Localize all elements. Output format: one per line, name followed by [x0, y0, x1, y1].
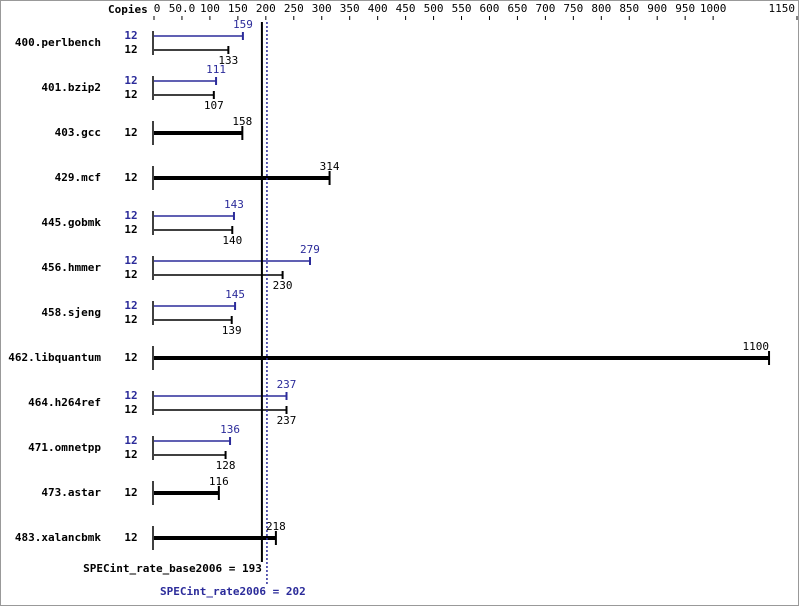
x-tick-label: 250	[284, 2, 304, 15]
copies: 12	[124, 88, 137, 101]
x-tick-label: 1000	[700, 2, 727, 15]
value-label: 145	[225, 288, 245, 301]
value-label: 140	[222, 234, 242, 247]
x-tick-label: 600	[480, 2, 500, 15]
benchmark-name: 471.omnetpp	[28, 441, 101, 454]
copies: 12	[124, 74, 137, 87]
copies: 12	[124, 29, 137, 42]
copies: 12	[124, 43, 137, 56]
base-label: SPECint_rate_base2006 = 193	[83, 562, 262, 575]
copies: 12	[124, 254, 137, 267]
value-label: 133	[218, 54, 238, 67]
copies: 12	[124, 126, 137, 139]
x-tick-label: 200	[256, 2, 276, 15]
x-tick-label: 300	[312, 2, 332, 15]
benchmark-name: 458.sjeng	[41, 306, 101, 319]
x-tick-label: 750	[563, 2, 583, 15]
benchmark-name: 483.xalancbmk	[15, 531, 101, 544]
copies: 12	[124, 389, 137, 402]
x-tick-label: 800	[591, 2, 611, 15]
x-tick-label: 500	[424, 2, 444, 15]
value-label: 230	[273, 279, 293, 292]
value-label: 111	[206, 63, 226, 76]
benchmark-name: 400.perlbench	[15, 36, 101, 49]
x-tick-label: 100	[200, 2, 220, 15]
value-label: 1100	[743, 340, 770, 353]
benchmark-name: 401.bzip2	[41, 81, 101, 94]
x-tick-label: 650	[507, 2, 527, 15]
value-label: 107	[204, 99, 224, 112]
benchmark-name: 445.gobmk	[41, 216, 101, 229]
x-tick-label: 700	[535, 2, 555, 15]
copies: 12	[124, 268, 137, 281]
x-tick-label: 450	[396, 2, 416, 15]
copies: 12	[124, 313, 137, 326]
benchmark-name: 462.libquantum	[8, 351, 101, 364]
copies: 12	[124, 299, 137, 312]
copies: 12	[124, 209, 137, 222]
x-tick-label: 1150	[769, 2, 796, 15]
benchmark-name: 456.hmmer	[41, 261, 101, 274]
x-tick-label: 850	[619, 2, 639, 15]
x-tick-label: 900	[647, 2, 667, 15]
copies: 12	[124, 531, 137, 544]
value-label: 128	[216, 459, 236, 472]
copies: 12	[124, 351, 137, 364]
value-label: 116	[209, 475, 229, 488]
value-label: 143	[224, 198, 244, 211]
value-label: 314	[320, 160, 340, 173]
value-label: 237	[277, 414, 297, 427]
copies: 12	[124, 223, 137, 236]
x-tick-label: 50.0	[169, 2, 196, 15]
copies: 12	[124, 486, 137, 499]
copies: 12	[124, 403, 137, 416]
benchmark-name: 429.mcf	[55, 171, 101, 184]
benchmark-name: 464.h264ref	[28, 396, 101, 409]
value-label: 158	[232, 115, 252, 128]
x-tick-label: 0	[154, 2, 161, 15]
x-tick-label: 550	[452, 2, 472, 15]
x-axis-label: Copies	[108, 3, 148, 16]
copies: 12	[124, 434, 137, 447]
value-label: 279	[300, 243, 320, 256]
x-tick-label: 350	[340, 2, 360, 15]
x-tick-label: 150	[228, 2, 248, 15]
x-tick-label: 400	[368, 2, 388, 15]
copies: 12	[124, 171, 137, 184]
peak-label: SPECint_rate2006 = 202	[160, 585, 306, 598]
value-label: 139	[222, 324, 242, 337]
benchmark-name: 403.gcc	[55, 126, 101, 139]
value-label: 136	[220, 423, 240, 436]
x-tick-label: 950	[675, 2, 695, 15]
value-label: 159	[233, 18, 253, 31]
copies: 12	[124, 448, 137, 461]
value-label: 237	[277, 378, 297, 391]
value-label: 218	[266, 520, 286, 533]
benchmark-name: 473.astar	[41, 486, 101, 499]
